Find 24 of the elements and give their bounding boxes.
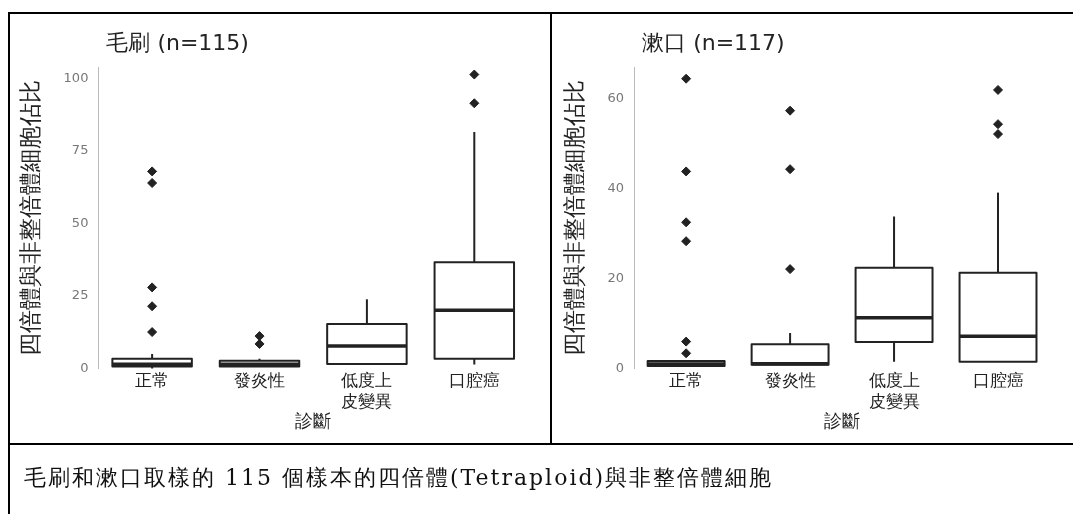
- chart-title: 毛刷 (n=115): [106, 29, 249, 55]
- y-tick-label: 60: [607, 89, 625, 105]
- y-tick-label: 40: [607, 179, 625, 195]
- y-tick-label: 50: [71, 214, 89, 230]
- x-tick-label: 正常: [135, 370, 170, 391]
- x-tick-label: 正常: [669, 370, 704, 391]
- chart-title: 漱口 (n=117): [642, 29, 785, 55]
- y-tick-label: 0: [80, 359, 89, 375]
- x-tick-label: 口腔癌: [448, 370, 500, 391]
- x-axis-title: 診斷: [295, 409, 332, 431]
- x-tick-label: 口腔癌: [972, 370, 1024, 391]
- y-tick-label: 25: [71, 287, 89, 303]
- text: 毛刷和漱口取樣的 115 個樣本的四倍體(Tetraploid)與非整倍體細胞: [24, 464, 774, 492]
- x-tick-label: 發炎性: [234, 370, 286, 391]
- y-axis-title: 四倍體與非整倍體細胞佔比: [16, 79, 43, 356]
- x-tick-label: 發炎性: [764, 370, 816, 391]
- y-axis-title: 四倍體與非整倍體細胞佔比: [560, 79, 587, 356]
- y-tick-label: 20: [607, 269, 625, 285]
- x-axis-title: 診斷: [824, 409, 861, 431]
- y-tick-label: 0: [615, 359, 625, 375]
- y-tick-label: 75: [71, 142, 89, 158]
- x-tick-label: 低度上皮變異: [341, 370, 393, 411]
- x-tick-label: 低度上皮變異: [868, 370, 920, 411]
- y-tick-label: 100: [63, 69, 89, 85]
